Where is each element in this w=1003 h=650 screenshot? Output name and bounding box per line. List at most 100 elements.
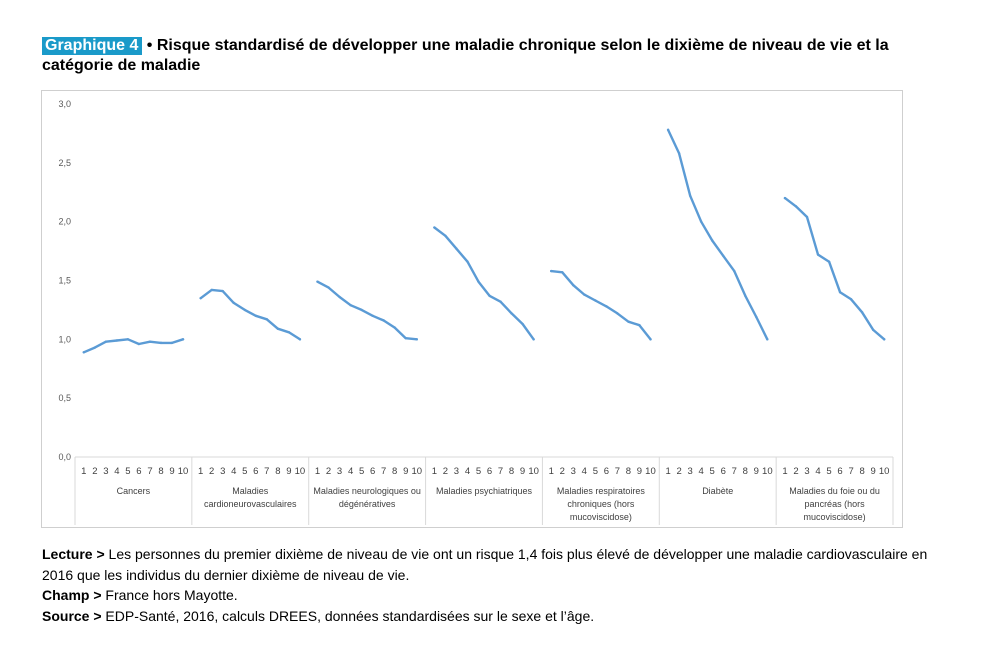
x-tick-label: 4 <box>465 466 470 477</box>
x-tick-label: 2 <box>793 466 798 477</box>
y-tick-label: 1,0 <box>58 334 71 344</box>
data-point <box>265 318 269 321</box>
data-point <box>499 300 502 303</box>
data-point <box>572 284 575 287</box>
x-tick-label: 9 <box>871 466 876 477</box>
x-tick-label: 1 <box>81 466 86 477</box>
group-label: dégénératives <box>339 499 396 509</box>
x-tick-label: 10 <box>645 466 656 477</box>
x-tick-label: 5 <box>359 466 364 477</box>
group-label: mucoviscidose) <box>570 512 632 522</box>
x-tick-label: 3 <box>454 466 459 477</box>
x-tick-label: 7 <box>732 466 737 477</box>
x-tick-label: 7 <box>498 466 503 477</box>
data-point <box>382 319 385 322</box>
data-point <box>510 312 513 315</box>
series-line <box>82 338 185 354</box>
x-tick-label: 8 <box>743 466 748 477</box>
data-point <box>722 254 725 257</box>
data-point <box>170 341 174 345</box>
data-point <box>254 314 257 317</box>
line-chart: 0,00,51,01,52,02,53,01 2 3 4 5 6 7 8 9 10Cancers1… <box>58 99 894 525</box>
x-tick-label: 10 <box>178 466 189 477</box>
x-tick-label: 5 <box>125 466 130 477</box>
chart-title-text: • Risque standardisé de développer une m… <box>42 37 889 74</box>
x-tick-label: 6 <box>837 466 842 477</box>
x-tick-label: 2 <box>326 466 331 477</box>
data-point <box>287 331 291 334</box>
data-point <box>488 294 491 297</box>
data-point <box>688 194 692 197</box>
series-line <box>783 196 886 341</box>
x-tick-label: 7 <box>848 466 853 477</box>
x-tick-label: 10 <box>762 466 773 477</box>
series-line <box>666 128 769 341</box>
x-tick-label: 6 <box>721 466 726 477</box>
group-label: chroniques (hors <box>567 499 635 509</box>
x-tick-label: 6 <box>136 466 141 477</box>
data-point <box>882 338 886 341</box>
data-point <box>638 324 641 327</box>
x-tick-label: 6 <box>370 466 375 477</box>
x-tick-label: 4 <box>815 466 820 477</box>
x-tick-label: 9 <box>169 466 174 477</box>
note-source-label: Source > <box>42 607 102 624</box>
x-tick-label: 7 <box>615 466 620 477</box>
x-tick-label: 7 <box>381 466 386 477</box>
data-point <box>755 315 758 319</box>
data-point <box>649 338 652 341</box>
data-point <box>415 338 418 341</box>
x-tick-label: 10 <box>295 466 306 477</box>
data-point <box>627 320 630 323</box>
x-tick-label: 4 <box>348 466 353 477</box>
chart-title: Graphique 4 • Risque standardisé de déve… <box>42 36 952 76</box>
data-point <box>243 308 246 312</box>
data-point <box>181 338 185 341</box>
data-point <box>466 260 469 263</box>
data-point <box>338 295 341 299</box>
data-point <box>561 271 564 274</box>
x-tick-label: 4 <box>114 466 119 477</box>
data-point <box>82 351 86 354</box>
y-tick-label: 2,5 <box>58 158 71 168</box>
x-tick-label: 2 <box>209 466 214 477</box>
x-tick-label: 3 <box>103 466 108 477</box>
data-point <box>316 280 319 283</box>
data-point <box>827 260 831 263</box>
x-tick-label: 4 <box>699 466 704 477</box>
x-tick-label: 1 <box>198 466 203 477</box>
data-point <box>360 308 363 312</box>
x-tick-label: 5 <box>710 466 715 477</box>
data-point <box>137 342 141 346</box>
x-tick-label: 10 <box>879 466 890 477</box>
x-tick-label: 8 <box>392 466 397 477</box>
x-tick-label: 3 <box>804 466 809 477</box>
data-point <box>404 336 407 340</box>
data-point <box>583 293 586 296</box>
y-tick-label: 0,5 <box>58 393 71 403</box>
series-line <box>433 226 535 341</box>
chart-frame: 0,0 0,5 1,0 1,5 2,0 2,5 3,0 1 2 3 4 5 6 7 8 9 10 Cancers 1… <box>41 90 903 528</box>
x-tick-label: 1 <box>665 466 670 477</box>
data-point <box>594 299 597 302</box>
data-point <box>327 286 330 289</box>
series-line <box>199 288 302 341</box>
note-champ-text: France hors Mayotte. <box>101 587 238 603</box>
x-tick-label: 1 <box>549 466 554 477</box>
x-tick-label: 8 <box>158 466 163 477</box>
x-tick-label: 1 <box>432 466 437 477</box>
note-source-text: EDP-Santé, 2016, calculs DREES, données … <box>101 607 595 624</box>
y-tick-label: 0,0 <box>58 452 71 462</box>
x-tick-label: 9 <box>520 466 525 477</box>
x-tick-label: 9 <box>754 466 759 477</box>
data-point <box>711 239 714 242</box>
data-point <box>849 298 853 301</box>
x-tick-label: 5 <box>826 466 831 477</box>
x-tick-label: 4 <box>231 466 236 477</box>
x-tick-label: 8 <box>509 466 514 477</box>
x-tick-label: 2 <box>560 466 565 477</box>
x-tick-label: 6 <box>487 466 492 477</box>
data-point <box>276 327 280 330</box>
data-point <box>371 314 374 317</box>
data-point <box>550 269 553 273</box>
